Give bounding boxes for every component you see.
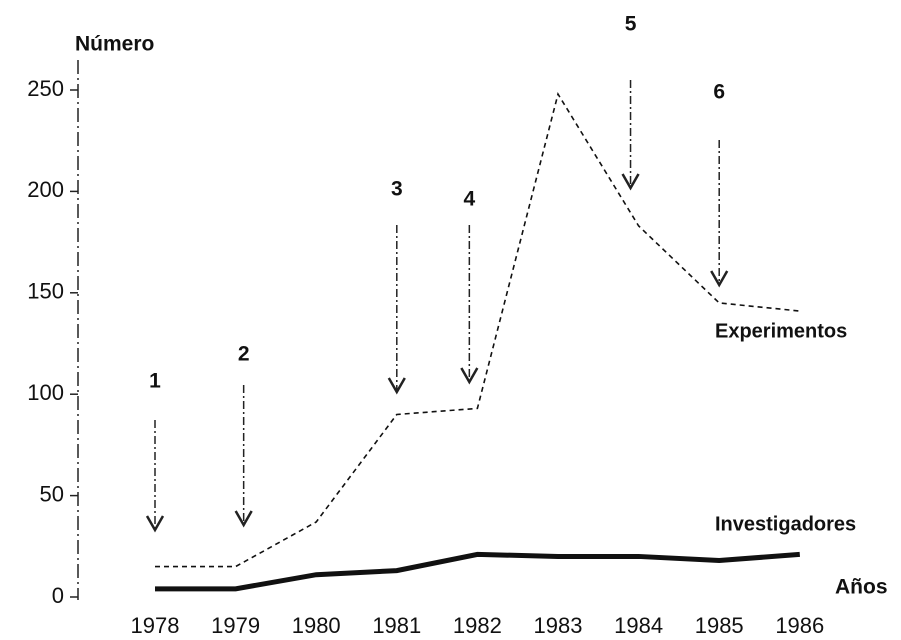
x-tick-label: 1983 bbox=[534, 613, 583, 638]
arrow-head bbox=[621, 173, 640, 191]
x-tick-label: 1981 bbox=[372, 613, 421, 638]
y-tick-label: 100 bbox=[27, 380, 64, 405]
x-tick-label: 1986 bbox=[775, 613, 824, 638]
x-tick-label: 1982 bbox=[453, 613, 502, 638]
series-label: Investigadores bbox=[715, 513, 856, 535]
x-tick-label: 1979 bbox=[211, 613, 260, 638]
y-tick-label: 250 bbox=[27, 76, 64, 101]
annotation-label: 3 bbox=[391, 178, 403, 201]
x-axis-label: Años bbox=[835, 576, 888, 599]
series-line bbox=[155, 551, 800, 592]
y-tick-label: 200 bbox=[27, 177, 64, 202]
arrow-head bbox=[387, 377, 406, 395]
arrow-head bbox=[460, 367, 479, 385]
x-tick-label: 1984 bbox=[614, 613, 663, 638]
y-axis-label: Número bbox=[75, 33, 154, 56]
arrow-head bbox=[234, 510, 253, 528]
y-tick-label: 0 bbox=[52, 583, 64, 608]
annotation-label: 5 bbox=[625, 13, 637, 36]
series-line bbox=[155, 92, 800, 568]
arrow-head bbox=[145, 515, 165, 533]
annotation-label: 6 bbox=[713, 81, 725, 104]
y-tick-label: 50 bbox=[40, 481, 64, 506]
x-tick-label: 1978 bbox=[131, 613, 180, 638]
arrow-head bbox=[710, 270, 729, 288]
annotation-label: 2 bbox=[238, 343, 250, 366]
annotation-label: 4 bbox=[463, 188, 475, 211]
series-label: Experimentos bbox=[715, 320, 847, 342]
y-tick-label: 150 bbox=[27, 279, 64, 304]
annotation-label: 1 bbox=[149, 370, 161, 393]
x-tick-label: 1985 bbox=[695, 613, 744, 638]
x-tick-label: 1980 bbox=[292, 613, 341, 638]
